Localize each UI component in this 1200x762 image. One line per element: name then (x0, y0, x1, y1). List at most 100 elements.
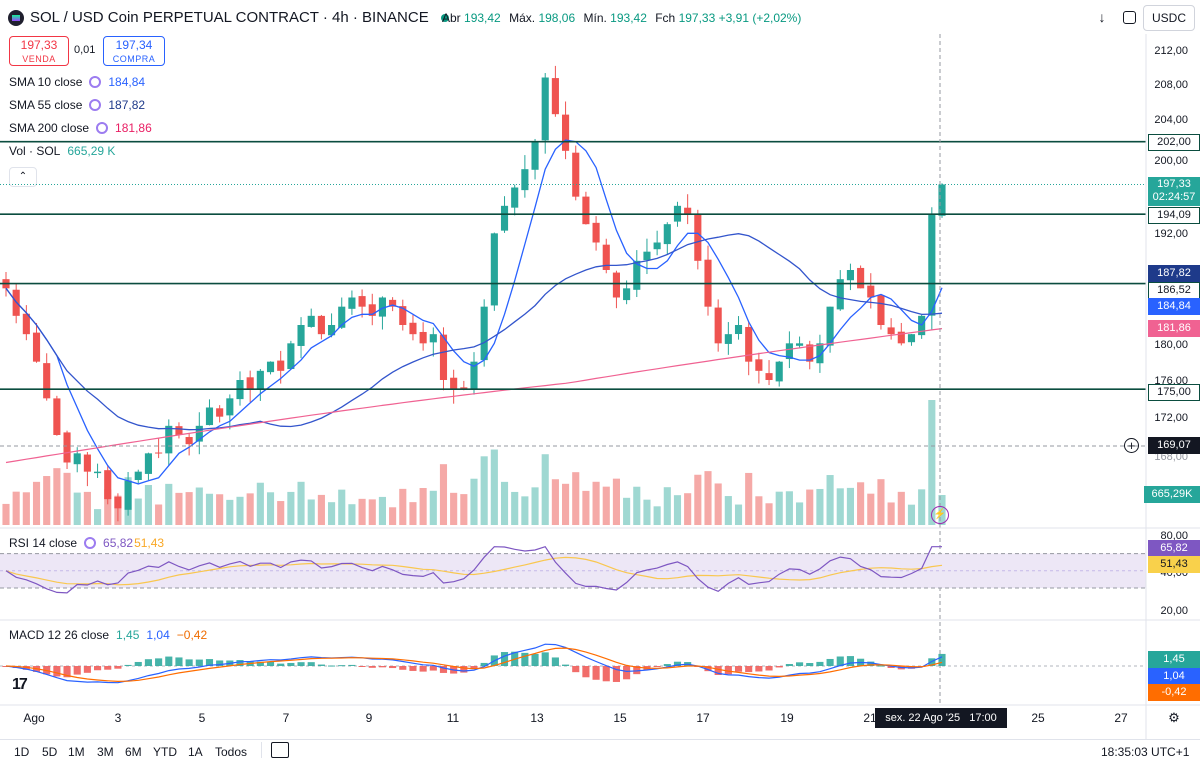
horizontal-lines[interactable] (0, 34, 1146, 705)
candle-body (846, 270, 854, 281)
macd-histogram-bar (195, 659, 203, 666)
buy-button[interactable]: 197,34 COMPRA (103, 36, 165, 66)
hline-194-label[interactable]: 194,09 (1148, 207, 1200, 224)
volume-bar (490, 449, 498, 525)
range-1d[interactable]: 1D (14, 745, 30, 759)
legend-sma200[interactable]: SMA 200 close 181,86 (9, 121, 152, 135)
volume-bar (724, 496, 732, 525)
range-1a[interactable]: 1A (188, 745, 203, 759)
legend-volume[interactable]: Vol · SOL 665,29 K (9, 144, 115, 158)
macd-pane (0, 643, 1146, 684)
hline-202-label[interactable]: 202,00 (1148, 134, 1200, 151)
tradingview-logo-icon[interactable]: 17 (12, 676, 28, 693)
add-plus-icon[interactable]: + (1124, 438, 1139, 453)
sync-icon (96, 122, 109, 134)
candle-body (53, 398, 61, 435)
clock[interactable]: 18:35:03 UTC+1 (1101, 745, 1190, 759)
volume-bar (816, 488, 824, 525)
macd-histogram-bar (673, 661, 682, 666)
volume-bar (450, 492, 458, 525)
time-tick-label: 9 (366, 711, 373, 725)
volume-bar (867, 493, 875, 525)
candle-body (745, 326, 753, 362)
volume-bar (277, 501, 285, 525)
macd-histogram-bar (155, 658, 163, 666)
sma200-price-label: 181,86 (1148, 320, 1200, 337)
volume-bar (63, 472, 71, 525)
range-5d[interactable]: 5D (42, 745, 58, 759)
macd-histogram-bar (938, 653, 946, 666)
hline-175-label[interactable]: 175,00 (1148, 384, 1200, 401)
volume-bar (104, 489, 112, 525)
volume-bar (511, 491, 519, 525)
volume-bar (216, 494, 224, 525)
change-value: +3,91 (+2,02%) (718, 11, 802, 25)
date-range-calendar-icon[interactable] (271, 742, 289, 758)
volume-bar (775, 491, 783, 525)
macd-histogram-bar (287, 662, 295, 666)
download-arrow-icon[interactable]: ↓ (1098, 9, 1106, 25)
volume-bar (94, 509, 102, 525)
candle-body (663, 224, 671, 245)
candle-body (755, 359, 763, 371)
time-tick-label: 11 (447, 711, 460, 725)
macd-histogram-bar (94, 666, 102, 671)
currency-selector[interactable]: USDC (1143, 5, 1195, 31)
rsi-pane (0, 545, 1146, 594)
macd-histogram-bar (358, 666, 366, 667)
volume-bar (348, 504, 356, 525)
volume-bar (907, 504, 916, 525)
macd-signal-value: −0,42 (176, 628, 208, 642)
sell-button[interactable]: 197,33 VENDA (9, 36, 69, 66)
time-tick-label: 13 (530, 711, 544, 725)
buy-price: 197,34 (115, 38, 153, 52)
candle-body (887, 327, 895, 335)
macd-histogram-bar (124, 664, 132, 666)
collapse-legend-chevron-up-icon[interactable]: ⌃ (9, 167, 37, 187)
crosshair-time-label: sex. 22 Ago '25 17:00 (875, 708, 1007, 728)
candle-body (287, 343, 295, 370)
volume-bar (12, 491, 20, 525)
range-all[interactable]: Todos (215, 745, 248, 759)
candle-body (134, 471, 142, 480)
hline-186-label[interactable]: 186,52 (1148, 282, 1200, 299)
candle-body (256, 370, 264, 390)
time-tick-label: 21 (863, 711, 877, 725)
volume-bar (399, 488, 407, 525)
macd-histogram-bar (73, 666, 81, 675)
candle-body (43, 363, 51, 399)
candle-body (328, 325, 336, 336)
macd-hist-value: 1,45 (116, 628, 140, 642)
candle-body (104, 470, 112, 500)
legend-sma10[interactable]: SMA 10 close 184,84 (9, 75, 145, 89)
macd-signal-line (5, 647, 943, 683)
range-6m[interactable]: 6M (125, 745, 142, 759)
settings-gear-icon[interactable]: ⚙ (1168, 710, 1180, 725)
macd-histogram-bar (22, 666, 30, 670)
candle-body (378, 297, 386, 317)
range-1m[interactable]: 1M (68, 745, 85, 759)
legend-sma55[interactable]: SMA 55 close 187,82 (9, 98, 145, 112)
range-3m[interactable]: 3M (97, 745, 114, 759)
legend-rsi[interactable]: RSI 14 close 65,82 51,43 (9, 536, 164, 550)
fullscreen-icon[interactable] (1116, 6, 1142, 28)
range-ytd[interactable]: YTD (153, 745, 177, 759)
macd-line-value: 1,04 (146, 628, 170, 642)
time-tick-label: 3 (115, 711, 122, 725)
symbol-title[interactable]: SOL / USD Coin PERPETUAL CONTRACT · 4h ·… (8, 9, 449, 26)
macd-histogram-bar (53, 666, 61, 677)
volume-bar (358, 498, 366, 525)
volume-bar (155, 504, 163, 525)
macd-histogram-bar (806, 663, 814, 666)
macd-histogram-bar (256, 661, 264, 666)
symbol-text: SOL / USD Coin PERPETUAL CONTRACT · 4h ·… (30, 9, 429, 26)
macd-histogram-bar (185, 659, 193, 666)
lightning-icon[interactable]: ⚡ (931, 506, 949, 524)
macd-histogram-bar (877, 665, 885, 667)
high-value: 198,06 (538, 11, 576, 25)
macd-histogram-bar (480, 662, 488, 666)
legend-macd[interactable]: MACD 12 26 close 1,45 1,04 −0,42 (9, 628, 207, 642)
candle-body (297, 325, 305, 346)
macd-histogram-bar (663, 664, 671, 666)
